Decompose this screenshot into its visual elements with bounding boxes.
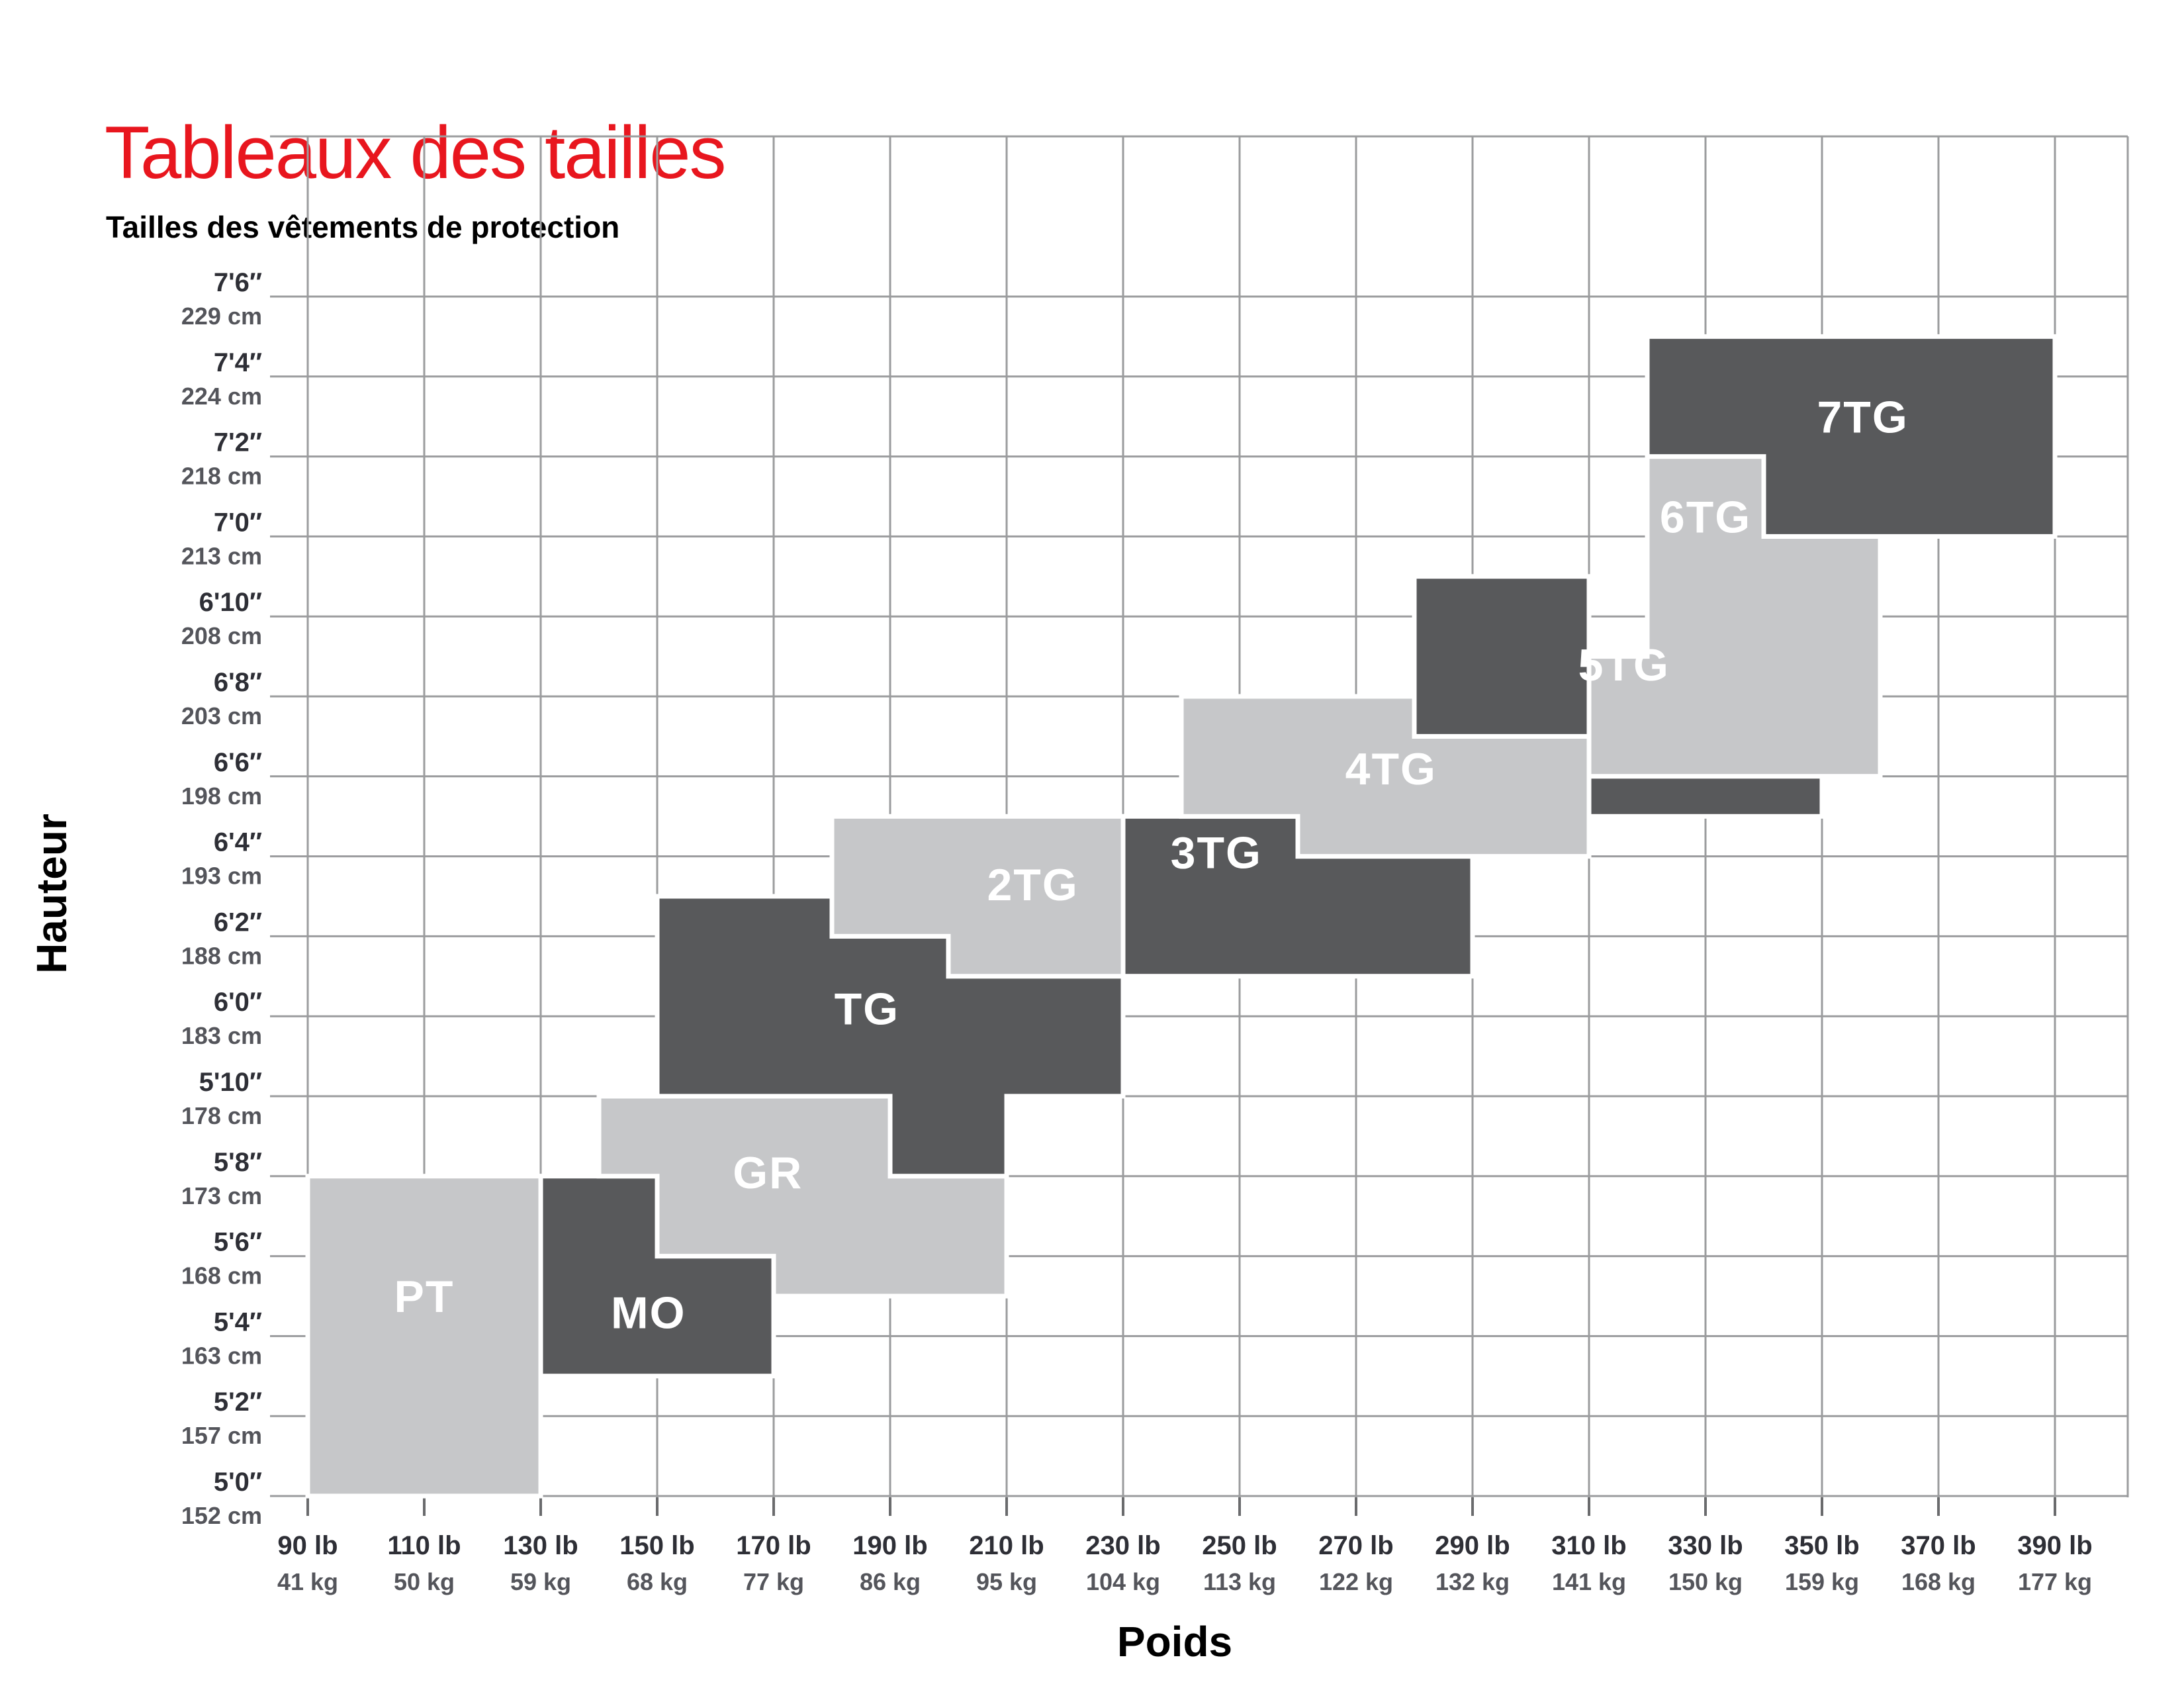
size-region-label-4TG: 4TG — [1345, 744, 1437, 794]
y-tick-label-ftin-72: 6'0″ — [214, 988, 262, 1017]
y-tick-label-ftin-74: 6'2″ — [214, 908, 262, 937]
size-region-label-2TG: 2TG — [987, 860, 1078, 910]
y-tick-label-cm-70: 178 cm — [181, 1102, 262, 1129]
size-region-label-6TG: 6TG — [1660, 492, 1751, 542]
y-tick-label-cm-74: 188 cm — [181, 942, 262, 969]
x-tick-label-lb-250: 250 lb — [1202, 1531, 1277, 1560]
x-axis-title: Poids — [1117, 1618, 1232, 1665]
x-tick-label-lb-90: 90 lb — [277, 1531, 338, 1560]
size-region-label-5TG: 5TG — [1578, 640, 1670, 690]
y-tick-label-cm-64: 163 cm — [181, 1342, 262, 1369]
x-tick-label-kg-350: 159 kg — [1785, 1568, 1859, 1595]
x-tick-label-lb-330: 330 lb — [1668, 1531, 1743, 1560]
x-tick-label-kg-230: 104 kg — [1086, 1568, 1160, 1595]
x-tick-label-kg-270: 122 kg — [1319, 1568, 1393, 1595]
x-tick-label-lb-130: 130 lb — [503, 1531, 578, 1560]
x-tick-label-kg-310: 141 kg — [1552, 1568, 1626, 1595]
x-tick-label-lb-310: 310 lb — [1551, 1531, 1626, 1560]
size-region-label-MO: MO — [611, 1288, 686, 1338]
y-tick-label-cm-66: 168 cm — [181, 1262, 262, 1289]
y-tick-label-ftin-80: 6'8″ — [214, 668, 262, 697]
x-tick-label-kg-210: 95 kg — [976, 1568, 1037, 1595]
y-tick-label-ftin-64: 5'4″ — [214, 1307, 262, 1336]
x-tick-label-kg-190: 86 kg — [860, 1568, 921, 1595]
y-tick-label-ftin-62: 5'2″ — [214, 1387, 262, 1417]
x-tick-label-kg-150: 68 kg — [627, 1568, 688, 1595]
y-tick-label-cm-78: 198 cm — [181, 782, 262, 810]
y-tick-label-cm-82: 208 cm — [181, 622, 262, 649]
y-tick-label-ftin-70: 5'10″ — [199, 1068, 262, 1097]
y-tick-label-cm-84: 213 cm — [181, 542, 262, 569]
x-tick-label-lb-290: 290 lb — [1435, 1531, 1510, 1560]
size-region-7TG — [1645, 334, 2058, 539]
size-region-PT — [305, 1174, 543, 1499]
x-tick-label-lb-350: 350 lb — [1784, 1531, 1859, 1560]
x-axis-tick-labels: 90 lb 41 kg 110 lb 50 kg 130 lb 59 kg 150 lb 68… — [277, 1531, 2093, 1595]
y-tick-label-cm-80: 203 cm — [181, 702, 262, 729]
x-tick-label-kg-110: 50 kg — [394, 1568, 455, 1595]
x-tick-label-lb-150: 150 lb — [619, 1531, 694, 1560]
y-tick-label-ftin-90: 7'6″ — [214, 268, 262, 297]
page-title: Tableaux des tailles — [105, 111, 726, 194]
x-tick-label-lb-190: 190 lb — [852, 1531, 927, 1560]
x-tick-label-lb-370: 370 lb — [1901, 1531, 1976, 1560]
y-tick-label-ftin-84: 7'0″ — [214, 508, 262, 537]
y-tick-label-cm-72: 183 cm — [181, 1022, 262, 1049]
y-tick-label-ftin-76: 6'4″ — [214, 828, 262, 857]
page-subtitle: Tailles des vêtements de protection — [106, 210, 620, 244]
size-region-label-3TG: 3TG — [1171, 828, 1262, 878]
x-tick-label-kg-250: 113 kg — [1203, 1568, 1276, 1595]
x-tick-label-lb-270: 270 lb — [1318, 1531, 1393, 1560]
y-tick-label-ftin-66: 5'6″ — [214, 1228, 262, 1257]
size-regions: PT MO GR TG 2TG 3TG 4TG 5TG 6TG 7TG — [305, 334, 2058, 1499]
y-tick-label-ftin-82: 6'10″ — [199, 588, 262, 617]
x-tick-label-lb-230: 230 lb — [1085, 1531, 1160, 1560]
y-axis-title: Hauteur — [28, 814, 75, 974]
x-tick-label-kg-130: 59 kg — [510, 1568, 571, 1595]
y-tick-label-cm-90: 229 cm — [181, 303, 262, 330]
x-tick-label-kg-170: 77 kg — [743, 1568, 804, 1595]
y-tick-label-cm-60: 152 cm — [181, 1502, 262, 1529]
y-tick-label-cm-86: 218 cm — [181, 463, 262, 490]
size-region-label-TG: TG — [835, 984, 899, 1034]
x-tick-label-kg-390: 177 kg — [2018, 1568, 2092, 1595]
y-tick-label-cm-62: 157 cm — [181, 1422, 262, 1449]
x-tick-label-lb-210: 210 lb — [969, 1531, 1044, 1560]
x-tick-label-kg-330: 150 kg — [1668, 1568, 1743, 1595]
x-tick-label-kg-290: 132 kg — [1435, 1568, 1510, 1595]
y-tick-label-ftin-68: 5'8″ — [214, 1148, 262, 1177]
x-tick-label-lb-110: 110 lb — [387, 1531, 461, 1560]
x-tick-label-kg-90: 41 kg — [277, 1568, 338, 1595]
size-region-label-PT: PT — [394, 1272, 455, 1322]
size-region-label-GR: GR — [733, 1148, 803, 1198]
y-tick-label-cm-68: 173 cm — [181, 1182, 262, 1209]
y-tick-label-ftin-78: 6'6″ — [214, 748, 262, 777]
x-tick-label-lb-170: 170 lb — [736, 1531, 811, 1560]
x-tick-label-lb-390: 390 lb — [2017, 1531, 2092, 1560]
x-tick-label-kg-370: 168 kg — [1901, 1568, 1976, 1595]
y-tick-label-ftin-60: 5'0″ — [214, 1468, 262, 1497]
y-tick-label-ftin-86: 7'2″ — [214, 428, 262, 457]
y-axis-tick-labels: 7'6″ 229 cm 7'4″ 224 cm 7'2″ 218 cm 7'0″ 213 cm… — [181, 268, 262, 1529]
y-tick-label-cm-88: 224 cm — [181, 383, 262, 410]
y-tick-label-cm-76: 193 cm — [181, 863, 262, 890]
y-tick-label-ftin-88: 7'4″ — [214, 348, 262, 377]
size-region-label-7TG: 7TG — [1817, 392, 1908, 442]
